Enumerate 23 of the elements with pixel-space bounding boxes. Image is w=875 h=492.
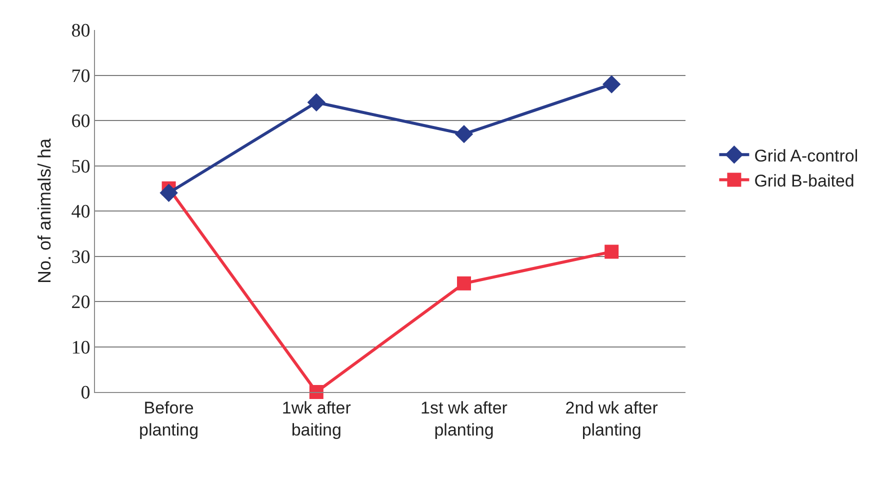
x-tick-label: 1st wk after planting	[420, 398, 508, 440]
y-tick-label: 10	[71, 337, 90, 358]
legend-label: Grid B-baited	[754, 171, 854, 190]
y-tick-label: 60	[71, 111, 90, 132]
y-tick-label: 70	[71, 66, 90, 87]
y-tick-label: 0	[80, 382, 90, 404]
x-tick-label: Before planting	[139, 398, 199, 440]
point	[604, 244, 619, 259]
y-tick-label: 30	[71, 246, 90, 268]
point	[457, 276, 471, 290]
y-tick-label: 40	[71, 202, 90, 223]
y-axis-title: No. of animals/ ha	[34, 137, 54, 284]
x-tick-label: 1wk after baiting	[282, 398, 352, 440]
y-tick-label: 20	[71, 292, 90, 314]
point	[454, 124, 474, 144]
y-tick-label: 50	[71, 156, 90, 178]
legend-label: Grid A-control	[754, 146, 858, 166]
y-tick-label: 80	[71, 20, 90, 42]
point	[160, 184, 178, 202]
point	[309, 385, 324, 399]
point	[307, 93, 326, 112]
x-tick-label: 2nd wk after planting	[565, 398, 658, 440]
point	[602, 75, 621, 94]
